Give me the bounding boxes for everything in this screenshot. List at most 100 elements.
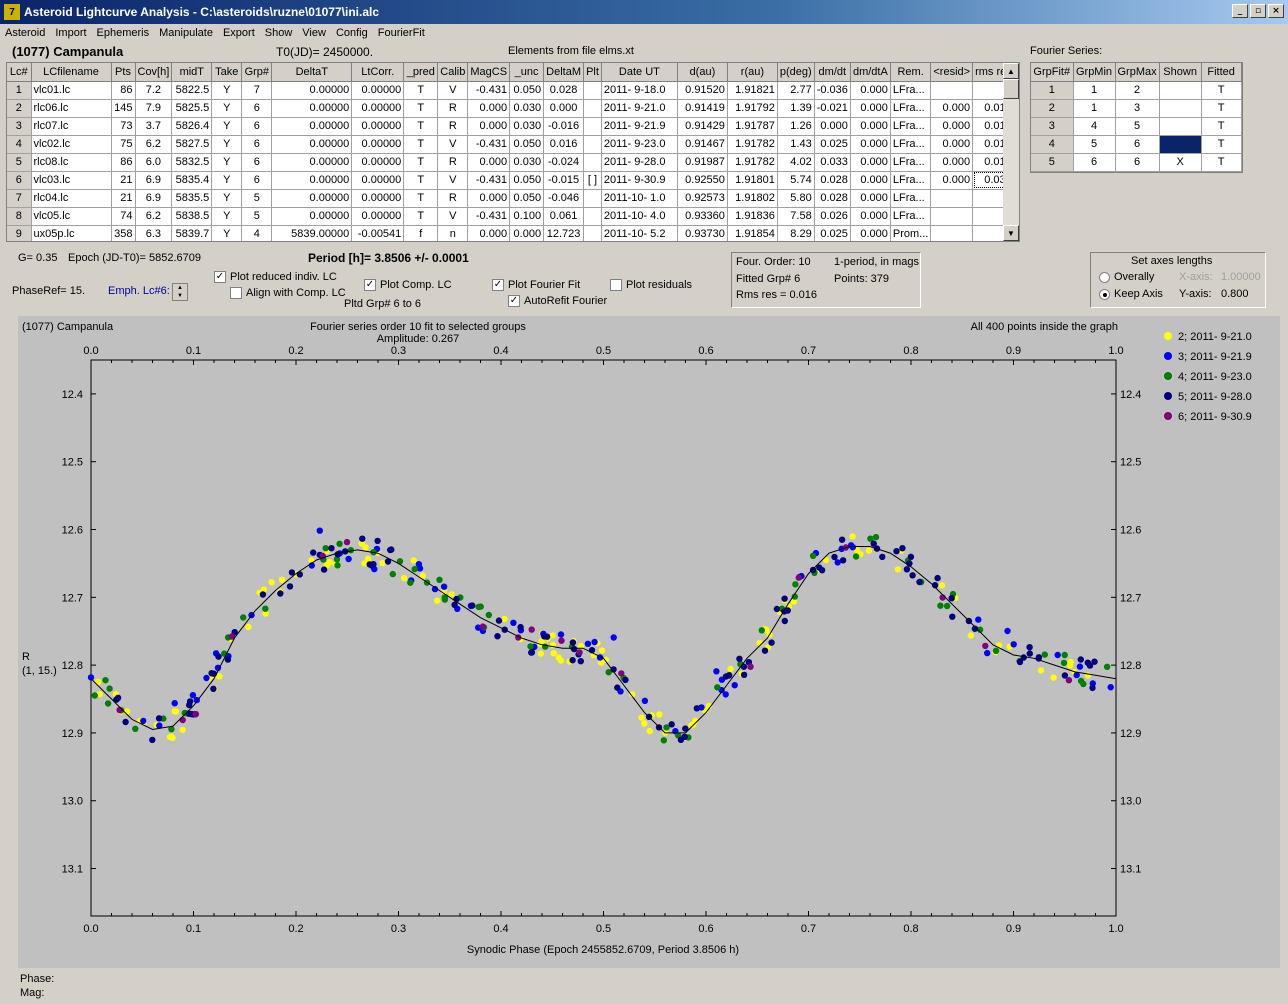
scroll-thumb[interactable] bbox=[1003, 79, 1019, 99]
table-cell[interactable]: 0.026 bbox=[814, 207, 851, 226]
table-cell[interactable]: 2011- 9-21.9 bbox=[601, 117, 678, 136]
table-cell[interactable]: 0.00000 bbox=[351, 81, 405, 100]
menu-import[interactable]: Import bbox=[55, 27, 87, 39]
table-cell[interactable]: rlc08.lc bbox=[31, 153, 112, 172]
table-cell[interactable]: 6.2 bbox=[135, 135, 173, 154]
table-cell[interactable]: 6.9 bbox=[135, 171, 173, 190]
fourier-cell[interactable]: T bbox=[1201, 153, 1242, 172]
table-cell[interactable]: 0.00000 bbox=[271, 189, 353, 208]
column-header[interactable]: <resid> bbox=[930, 63, 974, 82]
table-cell[interactable]: 2011- 9-18.0 bbox=[601, 81, 678, 100]
fourier-cell[interactable]: 1 bbox=[1073, 99, 1116, 118]
fourier-cell[interactable]: 5 bbox=[1031, 153, 1074, 172]
table-cell[interactable] bbox=[930, 207, 974, 226]
column-header[interactable]: MagCS bbox=[467, 63, 511, 82]
table-cell[interactable]: 0.030 bbox=[509, 153, 545, 172]
title-bar[interactable]: 7 Asteroid Lightcurve Analysis - C:\aste… bbox=[0, 0, 1288, 24]
close-button[interactable]: × bbox=[1268, 4, 1284, 18]
fourier-cell[interactable]: 4 bbox=[1073, 117, 1116, 136]
table-cell[interactable]: 0.000 bbox=[850, 99, 891, 118]
fourier-cell[interactable] bbox=[1159, 99, 1202, 118]
fourier-cell[interactable]: 3 bbox=[1115, 99, 1160, 118]
table-cell[interactable]: 0.00000 bbox=[351, 189, 405, 208]
table-cell[interactable] bbox=[930, 81, 974, 100]
table-cell[interactable]: 0.000 bbox=[467, 225, 511, 241]
fourier-cell[interactable]: 6 bbox=[1115, 135, 1160, 154]
table-cell[interactable]: 0.000 bbox=[850, 189, 891, 208]
fourier-cell[interactable]: 3 bbox=[1031, 117, 1074, 136]
table-cell[interactable]: 1.91801 bbox=[727, 171, 778, 190]
fourier-cell[interactable]: X bbox=[1159, 153, 1202, 172]
table-cell[interactable]: 6.0 bbox=[135, 153, 173, 172]
emph-spinner[interactable]: ▲ ▼ bbox=[172, 283, 188, 301]
table-cell[interactable]: R bbox=[437, 189, 469, 208]
table-cell[interactable]: 8 bbox=[7, 207, 32, 226]
table-cell[interactable] bbox=[583, 207, 602, 226]
table-cell[interactable]: 7 bbox=[7, 189, 32, 208]
column-header[interactable]: Date UT bbox=[601, 63, 678, 82]
column-header[interactable]: r(au) bbox=[727, 63, 778, 82]
table-cell[interactable]: LFra... bbox=[890, 207, 932, 226]
table-cell[interactable]: Y bbox=[211, 99, 243, 118]
table-cell[interactable]: 5.80 bbox=[777, 189, 815, 208]
plot-comp-checkbox[interactable]: ✓ Plot Comp. LC bbox=[364, 279, 452, 292]
table-cell[interactable]: 0.00000 bbox=[351, 99, 405, 118]
fourier-column-header[interactable]: Fitted bbox=[1201, 63, 1242, 82]
table-cell[interactable]: vlc05.lc bbox=[31, 207, 112, 226]
menu-view[interactable]: View bbox=[302, 27, 326, 39]
column-header[interactable]: LtCorr. bbox=[351, 63, 405, 82]
table-cell[interactable]: LFra... bbox=[890, 171, 932, 190]
table-cell[interactable]: Y bbox=[211, 189, 243, 208]
table-cell[interactable]: 8.29 bbox=[777, 225, 815, 241]
table-cell[interactable]: 0.016 bbox=[543, 135, 585, 154]
table-row[interactable]: 8 vlc05.lc 74 6.2 5838.5 Y 5 0.00000 0.00000 T V -0… bbox=[7, 207, 1015, 226]
table-cell[interactable]: 0.000 bbox=[850, 135, 891, 154]
table-cell[interactable]: 6.9 bbox=[135, 189, 173, 208]
table-cell[interactable]: 3.7 bbox=[135, 117, 173, 136]
table-cell[interactable]: 0.061 bbox=[543, 207, 585, 226]
table-cell[interactable]: 1.91854 bbox=[727, 225, 778, 241]
table-row[interactable]: 2 rlc06.lc 145 7.9 5825.5 Y 6 0.00000 0.00000 T R 0… bbox=[7, 99, 1015, 118]
x-axis-value[interactable]: 1.00000 bbox=[1221, 271, 1261, 283]
table-cell[interactable]: 5835.4 bbox=[171, 171, 213, 190]
table-cell[interactable]: -0.431 bbox=[467, 135, 511, 154]
table-cell[interactable]: 0.00000 bbox=[271, 171, 353, 190]
table-cell[interactable]: rlc07.lc bbox=[31, 117, 112, 136]
table-cell[interactable]: 74 bbox=[111, 207, 136, 226]
table-cell[interactable]: 5.74 bbox=[777, 171, 815, 190]
table-cell[interactable]: rlc06.lc bbox=[31, 99, 112, 118]
table-cell[interactable]: -0.046 bbox=[543, 189, 585, 208]
table-cell[interactable]: -0.016 bbox=[543, 117, 585, 136]
column-header[interactable]: DeltaM bbox=[543, 63, 585, 82]
table-cell[interactable]: 1 bbox=[7, 81, 32, 100]
column-header[interactable]: Plt bbox=[583, 63, 602, 82]
table-cell[interactable]: T bbox=[403, 99, 439, 118]
table-cell[interactable]: 6.2 bbox=[135, 207, 173, 226]
table-cell[interactable]: 0.028 bbox=[814, 171, 851, 190]
table-cell[interactable]: Y bbox=[211, 81, 243, 100]
table-cell[interactable]: 2011-10- 5.2 bbox=[601, 225, 678, 241]
table-cell[interactable]: 0.000 bbox=[930, 135, 974, 154]
table-cell[interactable]: 3 bbox=[7, 117, 32, 136]
table-cell[interactable]: 0.000 bbox=[467, 117, 511, 136]
table-cell[interactable]: 0.000 bbox=[850, 153, 891, 172]
fourier-cell[interactable]: 5 bbox=[1115, 117, 1160, 136]
align-comp-checkbox[interactable]: Align with Comp. LC bbox=[230, 287, 346, 300]
table-cell[interactable]: 0.00000 bbox=[271, 153, 353, 172]
table-cell[interactable]: 6 bbox=[241, 135, 273, 154]
table-cell[interactable]: 0.92573 bbox=[677, 189, 728, 208]
table-cell[interactable]: 86 bbox=[111, 81, 136, 100]
column-header[interactable]: DeltaT bbox=[271, 63, 353, 82]
fourier-cell[interactable]: 2 bbox=[1031, 99, 1074, 118]
column-header[interactable]: Grp# bbox=[241, 63, 273, 82]
table-cell[interactable]: 5826.4 bbox=[171, 117, 213, 136]
table-cell[interactable]: 5839.7 bbox=[171, 225, 213, 241]
menu-show[interactable]: Show bbox=[264, 27, 293, 39]
table-cell[interactable]: 0.050 bbox=[509, 135, 545, 154]
table-cell[interactable] bbox=[583, 81, 602, 100]
table-cell[interactable]: -0.021 bbox=[814, 99, 851, 118]
